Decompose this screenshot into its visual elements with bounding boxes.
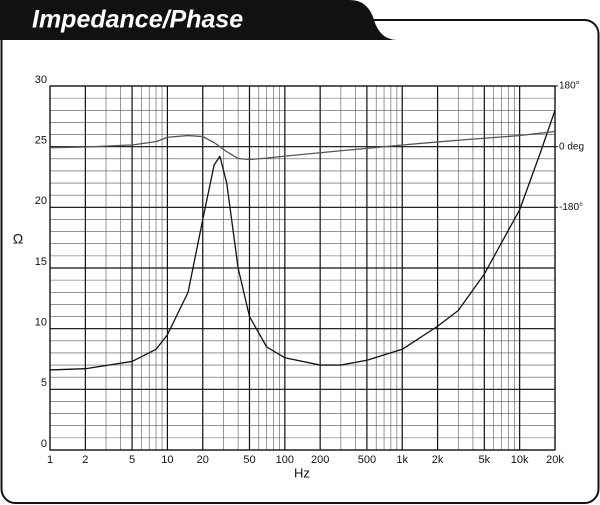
y-tick-label: 20 xyxy=(35,195,47,207)
x-tick-label: 10k xyxy=(511,454,529,466)
x-tick-label: 1 xyxy=(47,454,53,466)
y-tick-label: 25 xyxy=(35,135,47,147)
x-tick-label: 500 xyxy=(358,454,376,466)
y-tick-label: 10 xyxy=(35,317,47,329)
x-tick-label: 200 xyxy=(311,454,329,466)
x-tick-label: 2 xyxy=(82,454,88,466)
y-tick-label: 30 xyxy=(35,74,47,86)
y-tick-label: 0 xyxy=(41,438,47,450)
x-tick-label: 50 xyxy=(243,454,255,466)
y2-tick-label: -180° xyxy=(559,202,583,213)
x-tick-label: 20k xyxy=(546,454,564,466)
frame xyxy=(0,19,600,504)
y-tick-label: 5 xyxy=(41,377,47,389)
header-tab xyxy=(0,0,398,40)
y-tick-label: 15 xyxy=(35,256,47,268)
x-tick-label: 2k xyxy=(432,454,444,466)
x-tick-label: 5 xyxy=(129,454,135,466)
x-tick-label: 20 xyxy=(197,454,209,466)
y2-tick-label: 0 deg xyxy=(559,141,584,152)
y-axis-label: Ω xyxy=(13,231,23,247)
x-tick-label: 10 xyxy=(161,454,173,466)
x-tick-label: 1k xyxy=(396,454,408,466)
y2-tick-label: 180° xyxy=(559,81,580,92)
x-axis-label: Hz xyxy=(294,465,310,480)
data-line xyxy=(49,130,556,161)
data-line xyxy=(49,110,556,371)
x-tick-label: 5k xyxy=(478,454,490,466)
plot-border xyxy=(49,85,556,451)
x-tick-label: 100 xyxy=(276,454,294,466)
chart-title: Impedance/Phase xyxy=(32,6,243,34)
